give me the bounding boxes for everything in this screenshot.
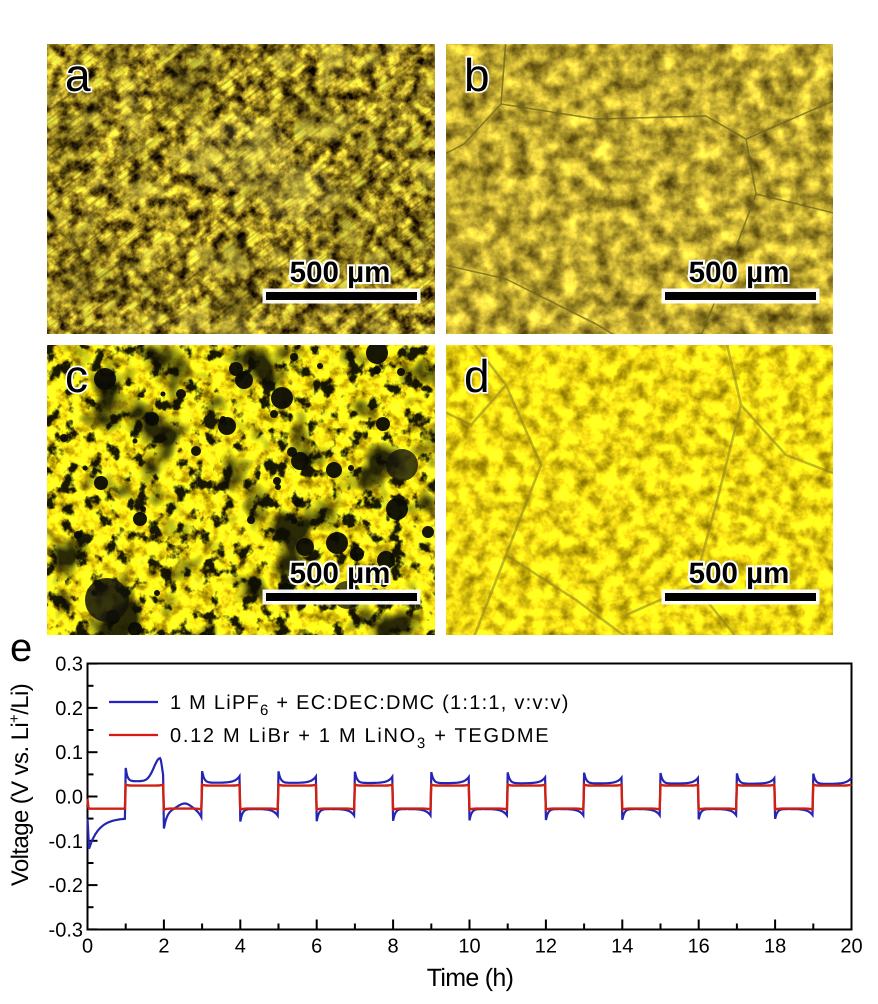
svg-text:500 µm: 500 µm [290,557,391,590]
svg-text:500 µm: 500 µm [689,557,790,590]
svg-text:14: 14 [611,936,633,958]
svg-text:0.2: 0.2 [55,698,83,720]
svg-text:c: c [65,350,88,402]
svg-text:b: b [464,49,490,101]
svg-text:-0.3: -0.3 [49,919,83,941]
svg-text:d: d [464,350,490,402]
svg-text:4: 4 [235,936,246,958]
svg-text:-0.1: -0.1 [49,831,83,853]
svg-text:e: e [10,626,32,670]
svg-text:0.12 M LiBr + 1 M LiNO3 + TEGD: 0.12 M LiBr + 1 M LiNO3 + TEGDME [170,725,550,752]
svg-text:0.0: 0.0 [55,787,83,809]
svg-text:20: 20 [840,936,862,958]
svg-text:500 µm: 500 µm [290,256,391,289]
svg-text:0: 0 [82,936,93,958]
svg-text:16: 16 [688,936,710,958]
svg-text:8: 8 [388,936,399,958]
svg-text:10: 10 [458,936,480,958]
svg-text:Voltage (V vs. Li+/Li): Voltage (V vs. Li+/Li) [6,684,34,886]
svg-text:-0.2: -0.2 [49,875,83,897]
svg-text:18: 18 [764,936,786,958]
svg-text:2: 2 [158,936,169,958]
svg-text:12: 12 [535,936,557,958]
svg-text:0.1: 0.1 [55,742,83,764]
svg-text:500 µm: 500 µm [689,256,790,289]
svg-text:0.3: 0.3 [55,654,83,676]
svg-text:1 M LiPF6 + EC:DEC:DMC (1:1:1,: 1 M LiPF6 + EC:DEC:DMC (1:1:1, v:v:v) [170,692,570,719]
svg-text:a: a [65,49,91,101]
svg-text:6: 6 [311,936,322,958]
svg-text:Time (h): Time (h) [427,964,514,992]
